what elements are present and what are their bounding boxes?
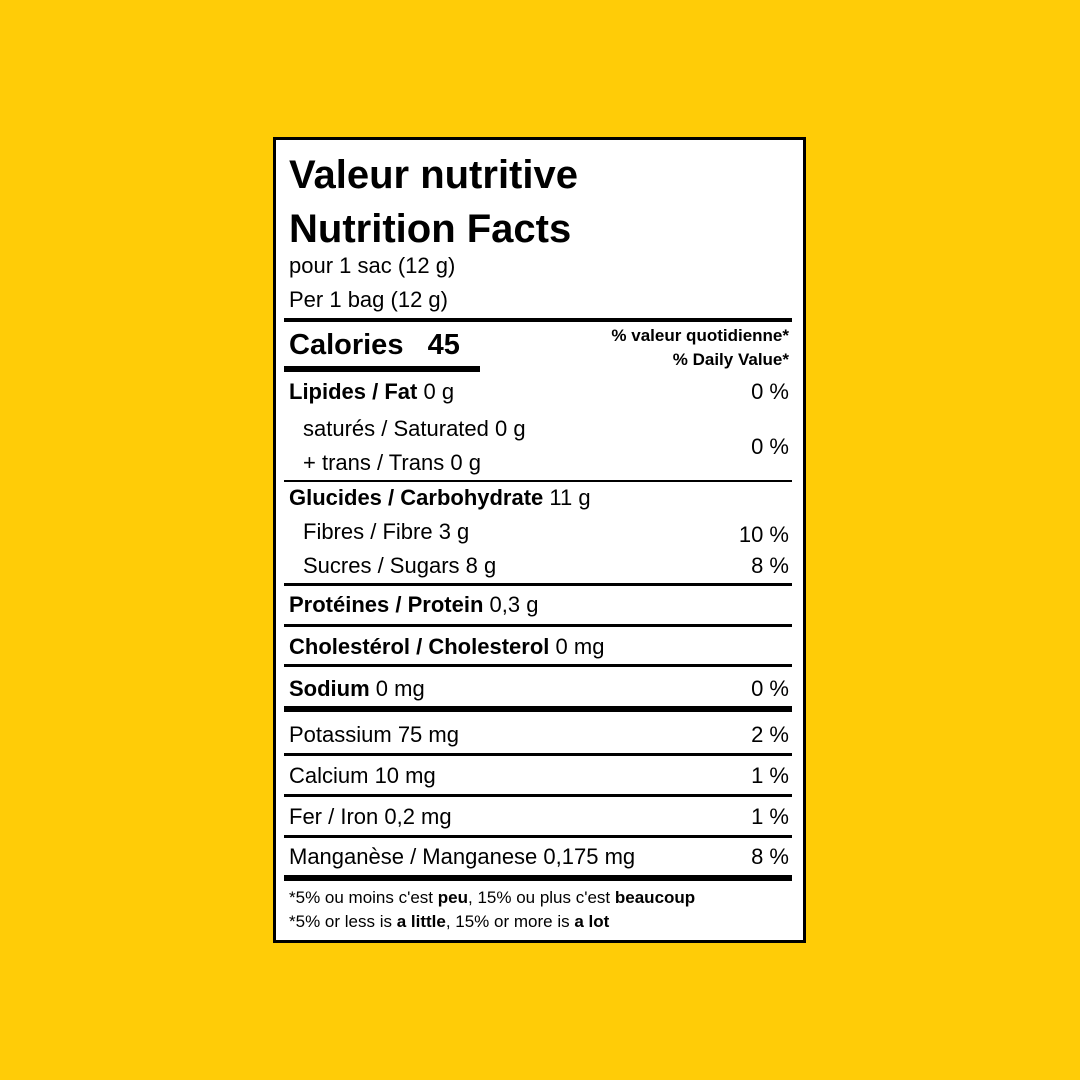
sugars: Sucres / Sugars 8 g — [303, 553, 497, 578]
sugars-dv: 8 % — [751, 553, 789, 578]
carbohydrate-name: Glucides / Carbohydrate — [289, 485, 544, 510]
protein-name: Protéines / Protein — [289, 592, 484, 617]
fibre-dv: 10 % — [738, 522, 789, 547]
mineral-dv: 2 % — [751, 722, 789, 747]
saturated-trans-dv: 0 % — [751, 434, 789, 459]
fibre: Fibres / Fibre 3 g — [303, 519, 470, 544]
carbohydrate: Glucides / Carbohydrate 11 g — [289, 487, 591, 509]
dv-header-en: % Daily Value* — [672, 350, 789, 369]
rule — [284, 583, 792, 586]
title-fr: Valeur nutritive — [289, 153, 578, 197]
mineral: Calcium 10 mg — [289, 763, 436, 788]
cholesterol-amount: 0 mg — [555, 634, 605, 659]
title-en: Nutrition Facts — [289, 207, 572, 251]
footnote-text: , 15% ou plus c'est — [468, 888, 615, 907]
mineral-dv: 8 % — [751, 844, 789, 869]
dv-header-fr: % valeur quotidienne* — [611, 326, 789, 345]
nutrition-label: Valeur nutritive Nutrition Facts pour 1 … — [273, 137, 806, 943]
footnote-text: , 15% or more is — [445, 912, 575, 931]
rule — [284, 624, 792, 627]
cholesterol-name: Cholestérol / Cholesterol — [289, 634, 550, 659]
serving-en: Per 1 bag (12 g) — [289, 287, 448, 312]
footnote-emphasis: beaucoup — [614, 888, 696, 907]
saturated: saturés / Saturated 0 g — [303, 416, 526, 441]
protein-amount: 0,3 g — [489, 592, 539, 617]
rule — [284, 366, 480, 372]
footnote-emphasis: a lot — [574, 912, 610, 931]
fat: Lipides / Fat 0 g — [289, 381, 454, 403]
rule — [284, 706, 792, 712]
sodium-amount: 0 mg — [375, 676, 425, 701]
footnote-emphasis: a little — [396, 912, 446, 931]
trans: + trans / Trans 0 g — [303, 450, 481, 475]
footnote-text: *5% ou moins c'est — [289, 888, 438, 907]
rule — [284, 875, 792, 881]
cholesterol: Cholestérol / Cholesterol 0 mg — [289, 636, 604, 658]
sodium-name: Sodium — [289, 676, 370, 701]
carbohydrate-amount: 11 g — [549, 485, 591, 510]
calories-value: 45 — [427, 329, 460, 361]
footnote: *5% ou moins c'est peu, 15% ou plus c'es… — [289, 889, 695, 906]
fat-amount: 0 g — [423, 379, 455, 404]
serving-fr: pour 1 sac (12 g) — [289, 253, 456, 278]
fat-name: Lipides / Fat — [289, 379, 418, 404]
mineral: Manganèse / Manganese 0,175 mg — [289, 844, 636, 869]
calories-label: Calories — [289, 329, 404, 361]
mineral-dv: 1 % — [751, 763, 789, 788]
sodium-dv: 0 % — [751, 676, 789, 701]
calories: Calories 45 — [289, 331, 460, 360]
footnote: *5% or less is a little, 15% or more is … — [289, 913, 609, 930]
rule — [284, 664, 792, 667]
rule — [284, 480, 792, 482]
rule — [284, 318, 792, 322]
protein: Protéines / Protein 0,3 g — [289, 594, 538, 616]
mineral: Potassium 75 mg — [289, 722, 459, 747]
sodium: Sodium 0 mg — [289, 678, 425, 700]
mineral-dv: 1 % — [751, 804, 789, 829]
rule — [284, 753, 792, 756]
mineral: Fer / Iron 0,2 mg — [289, 804, 452, 829]
footnote-emphasis: peu — [437, 888, 468, 907]
fat-dv: 0 % — [751, 379, 789, 404]
rule — [284, 835, 792, 838]
footnote-text: *5% or less is — [289, 912, 397, 931]
rule — [284, 794, 792, 797]
